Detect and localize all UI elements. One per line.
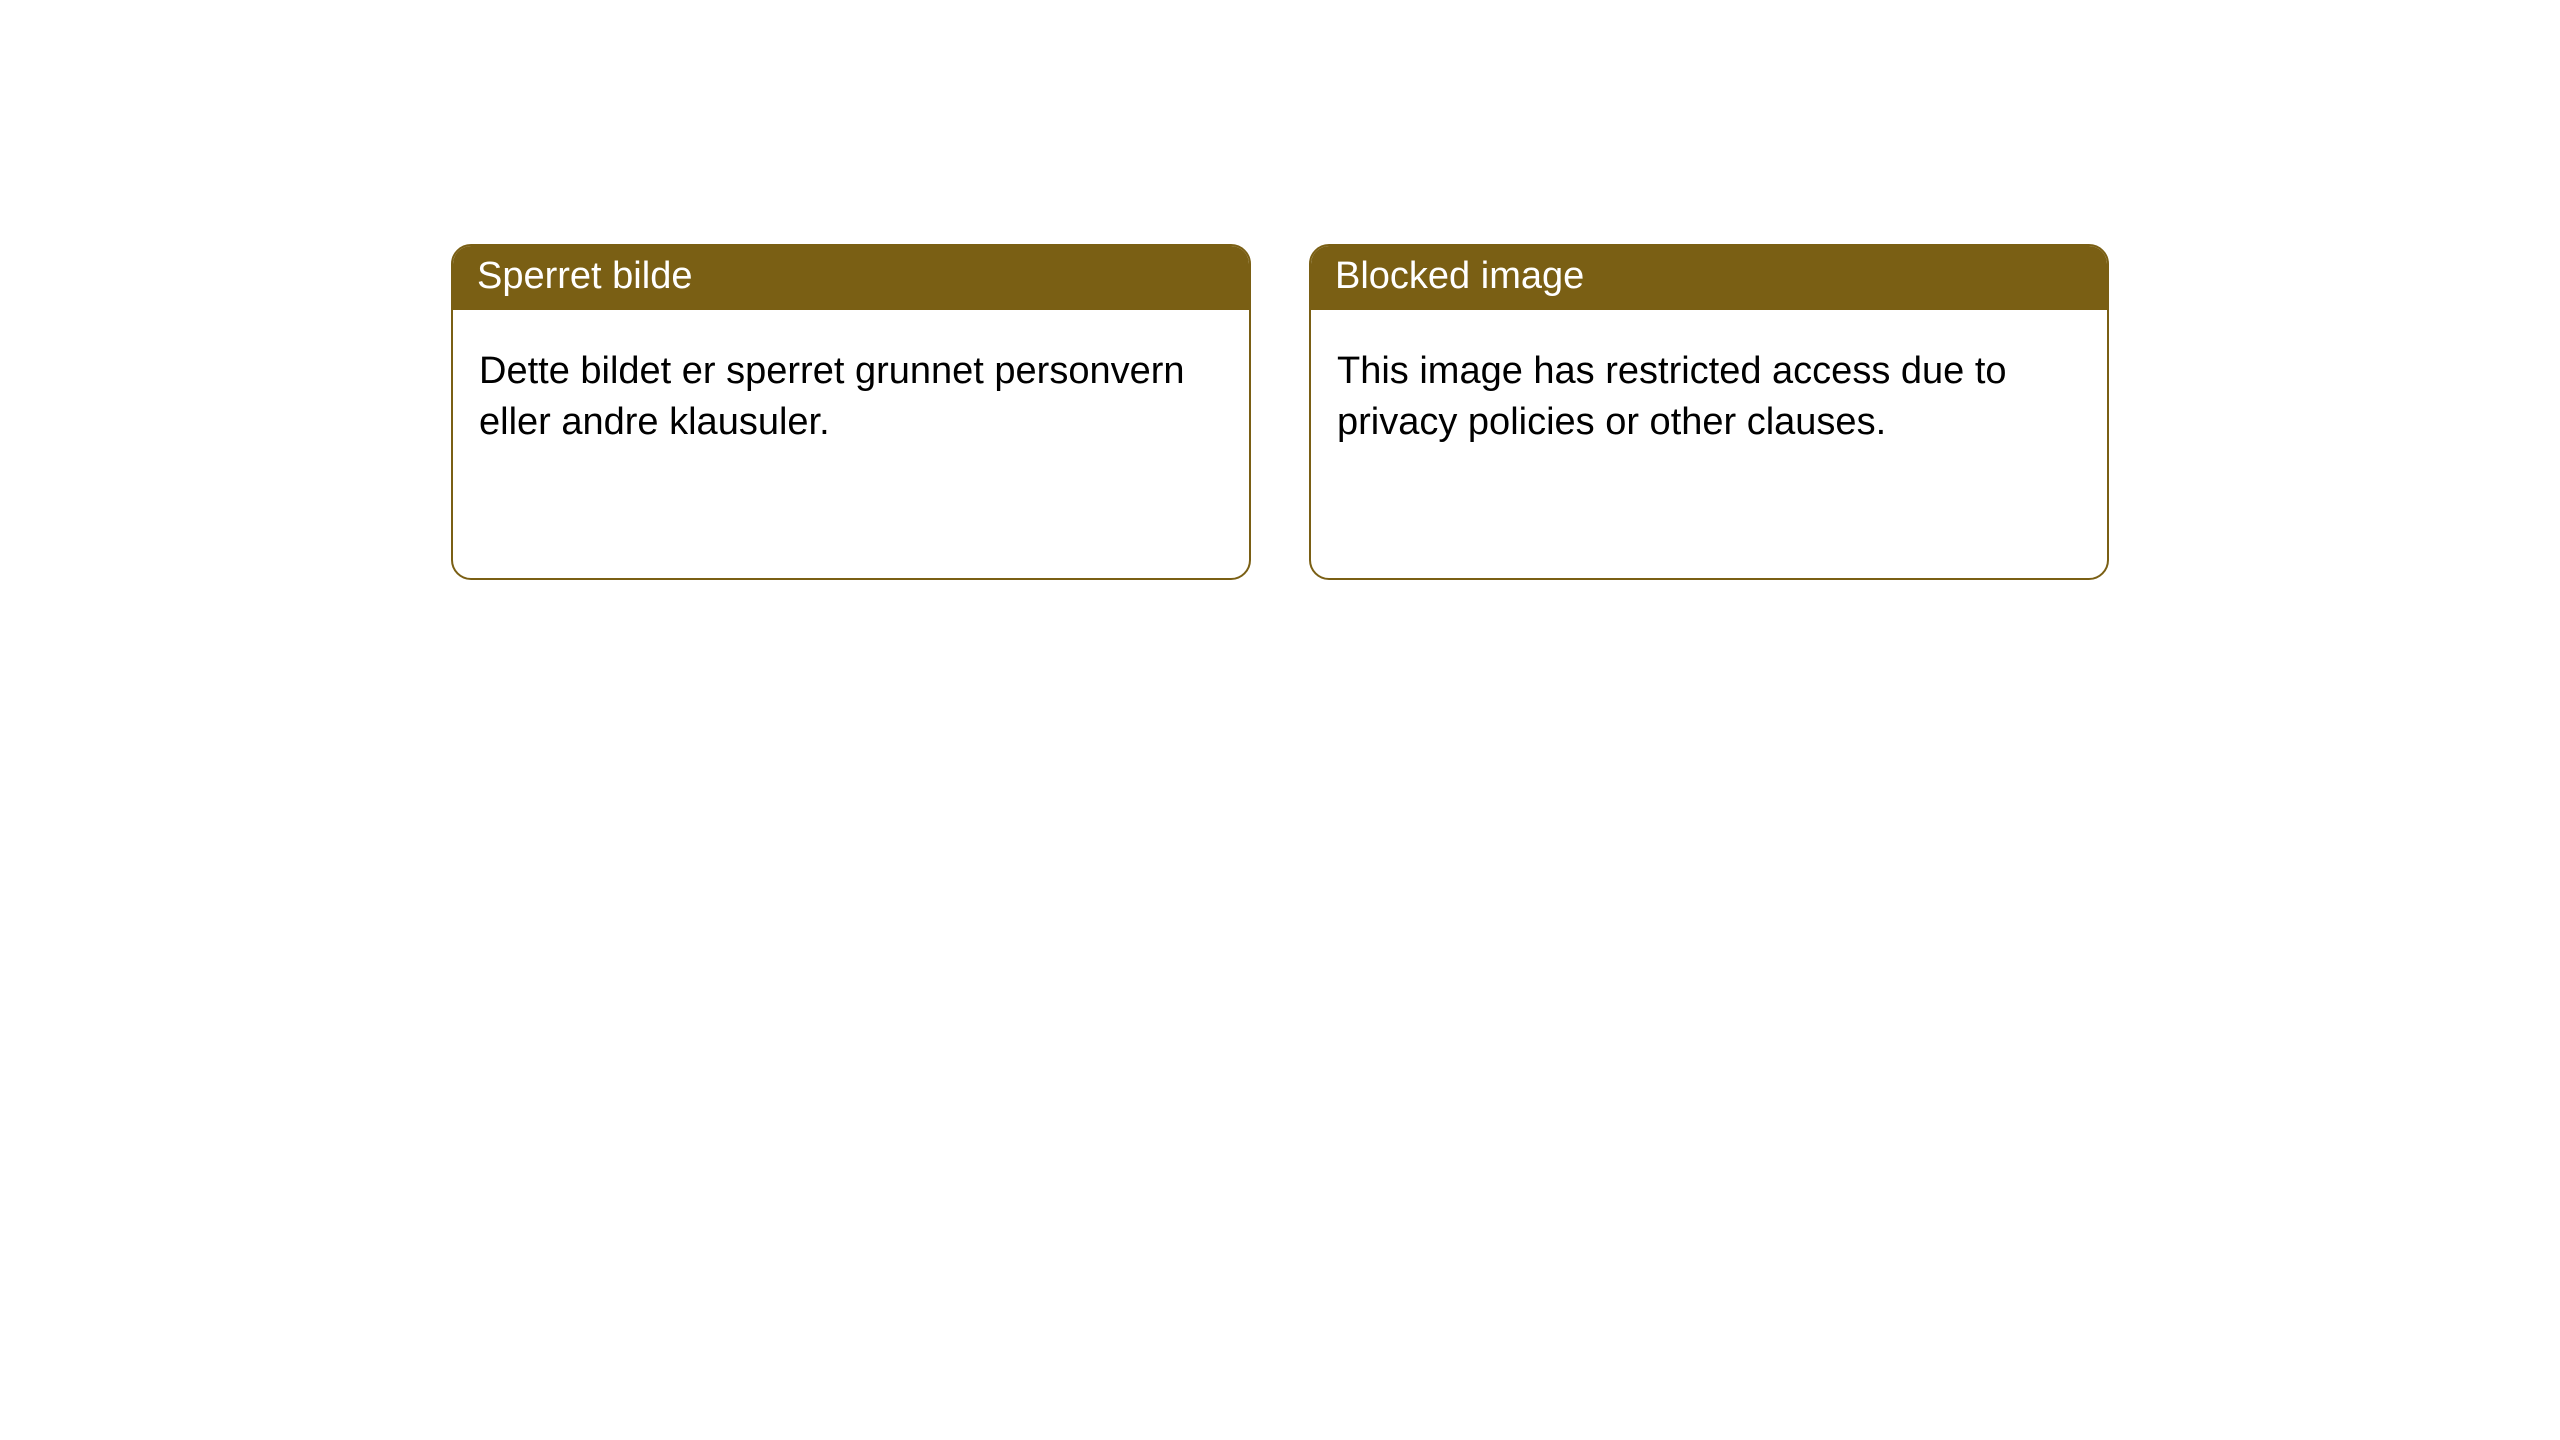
card-title: Blocked image — [1335, 255, 1584, 297]
card-header: Sperret bilde — [453, 246, 1249, 310]
notice-container: Sperret bilde Dette bildet er sperret gr… — [0, 0, 2560, 580]
notice-card-norwegian: Sperret bilde Dette bildet er sperret gr… — [451, 244, 1251, 580]
card-header: Blocked image — [1311, 246, 2107, 310]
card-body: This image has restricted access due to … — [1311, 310, 2107, 475]
notice-card-english: Blocked image This image has restricted … — [1309, 244, 2109, 580]
card-text: This image has restricted access due to … — [1337, 350, 2007, 443]
card-text: Dette bildet er sperret grunnet personve… — [479, 350, 1185, 443]
card-body: Dette bildet er sperret grunnet personve… — [453, 310, 1249, 475]
card-title: Sperret bilde — [477, 255, 692, 297]
